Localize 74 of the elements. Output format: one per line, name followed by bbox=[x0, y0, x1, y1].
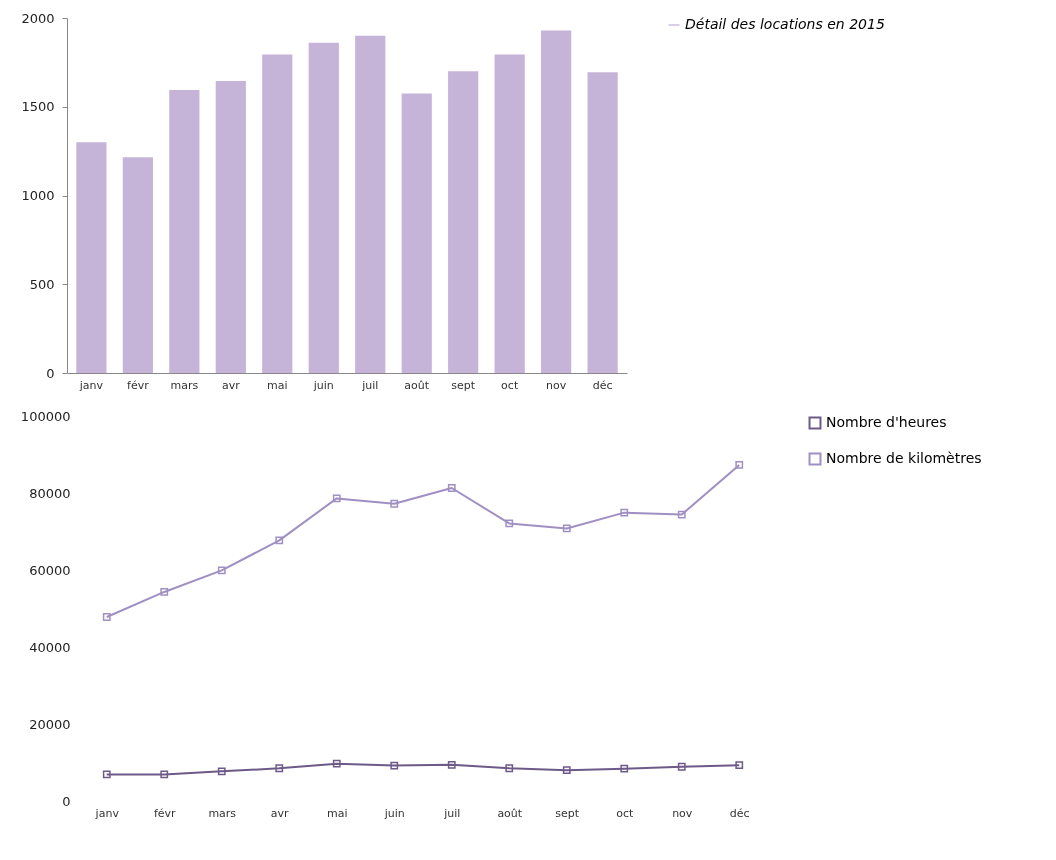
legend-label: Nombre de kilomètres bbox=[826, 450, 982, 466]
x-tick-label: déc bbox=[729, 806, 750, 820]
x-tick-label: févr bbox=[153, 806, 177, 820]
x-tick-label: janv bbox=[94, 806, 120, 820]
y-tick-label: 20000 bbox=[29, 716, 71, 732]
bar bbox=[448, 71, 479, 373]
x-tick-label: sept bbox=[451, 378, 476, 392]
point bbox=[562, 766, 571, 775]
point bbox=[505, 519, 514, 528]
point bbox=[217, 767, 226, 776]
x-tick-label: mars bbox=[208, 806, 237, 820]
point bbox=[735, 460, 744, 469]
x-tick-label: sept bbox=[555, 806, 580, 820]
bar bbox=[494, 54, 525, 373]
point bbox=[620, 508, 629, 517]
point bbox=[620, 764, 629, 773]
x-tick-label: mai bbox=[267, 378, 288, 392]
point bbox=[217, 566, 226, 575]
x-tick-label: juin bbox=[312, 378, 334, 392]
x-tick-label: déc bbox=[592, 378, 613, 392]
x-tick-label: janv bbox=[78, 378, 104, 392]
x-tick-label: juil bbox=[443, 806, 461, 820]
bar bbox=[76, 142, 107, 373]
x-tick-label: oct bbox=[616, 806, 634, 820]
point bbox=[562, 524, 571, 533]
x-tick-label: avr bbox=[270, 806, 290, 820]
y-tick-label: 80000 bbox=[29, 485, 71, 501]
point bbox=[390, 761, 399, 770]
point bbox=[160, 770, 169, 779]
y-tick-label: 0 bbox=[46, 365, 55, 381]
point bbox=[505, 764, 514, 773]
bar bbox=[215, 81, 246, 373]
point bbox=[390, 499, 399, 508]
x-tick-label: févr bbox=[127, 378, 150, 392]
y-tick-label: 1000 bbox=[21, 188, 55, 203]
bar bbox=[355, 35, 386, 373]
bar bbox=[587, 72, 618, 373]
point bbox=[332, 759, 341, 768]
bar bbox=[122, 157, 153, 373]
legend-label: Nombre d'heures bbox=[826, 414, 947, 430]
x-tick-label: juil bbox=[361, 378, 379, 392]
bar bbox=[401, 93, 432, 373]
x-tick-label: oct bbox=[501, 378, 519, 392]
y-tick-label: 0 bbox=[62, 793, 71, 809]
legend-label: Détail des locations en 2015 bbox=[685, 16, 885, 32]
bar bbox=[262, 54, 293, 373]
y-tick-label: 60000 bbox=[29, 562, 71, 578]
x-tick-label: mars bbox=[170, 378, 199, 392]
point bbox=[275, 764, 284, 773]
point bbox=[102, 613, 111, 621]
x-tick-label: avr bbox=[221, 378, 241, 392]
point bbox=[275, 536, 284, 545]
point bbox=[102, 770, 111, 779]
y-tick-label: 100000 bbox=[20, 408, 71, 424]
point bbox=[677, 762, 686, 771]
x-tick-label: mai bbox=[326, 806, 348, 820]
x-tick-label: nov bbox=[546, 378, 567, 392]
y-tick-label: 500 bbox=[29, 276, 55, 292]
bar bbox=[169, 89, 200, 373]
point bbox=[735, 761, 744, 770]
y-tick-label: 2000 bbox=[21, 10, 55, 26]
point bbox=[160, 588, 169, 596]
point bbox=[447, 484, 456, 492]
x-tick-label: nov bbox=[672, 806, 693, 820]
point bbox=[332, 494, 341, 503]
y-tick-label: 40000 bbox=[29, 639, 71, 655]
x-tick-label: août bbox=[404, 378, 430, 392]
point bbox=[677, 510, 686, 519]
x-tick-label: août bbox=[497, 806, 523, 820]
point bbox=[447, 760, 456, 769]
y-tick-label: 1500 bbox=[21, 99, 55, 115]
bar bbox=[541, 30, 572, 373]
x-tick-label: juin bbox=[383, 806, 405, 820]
bar bbox=[308, 42, 339, 373]
